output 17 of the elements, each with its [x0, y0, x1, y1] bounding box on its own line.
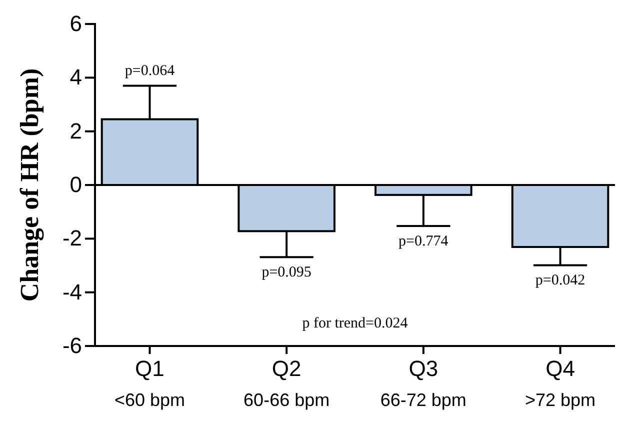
y-tick-label: 2 — [70, 118, 82, 144]
annotation: p=0.095 — [262, 264, 312, 281]
annotation: p=0.774 — [398, 233, 449, 250]
annotation: p=0.064 — [124, 63, 176, 80]
y-tick-label: 0 — [70, 172, 82, 198]
x-tick-label: Q1 <60 bpm — [114, 356, 186, 410]
x-tick-label: Q3 66-72 bpm — [380, 356, 466, 410]
y-axis-title: Change of HR (bpm) — [15, 68, 44, 302]
annotation: p=0.042 — [535, 272, 586, 289]
x-tick-label: Q2 60-66 bpm — [244, 356, 330, 410]
x-tick-label: Q4 >72 bpm — [524, 356, 596, 410]
y-tick-label: -6 — [62, 333, 82, 358]
y-tick-label: -2 — [62, 226, 82, 251]
y-tick-label: -4 — [62, 279, 82, 304]
annotation: p for trend=0.024 — [302, 315, 408, 332]
y-tick-label: 4 — [70, 64, 82, 90]
y-tick-label: 6 — [70, 11, 82, 36]
